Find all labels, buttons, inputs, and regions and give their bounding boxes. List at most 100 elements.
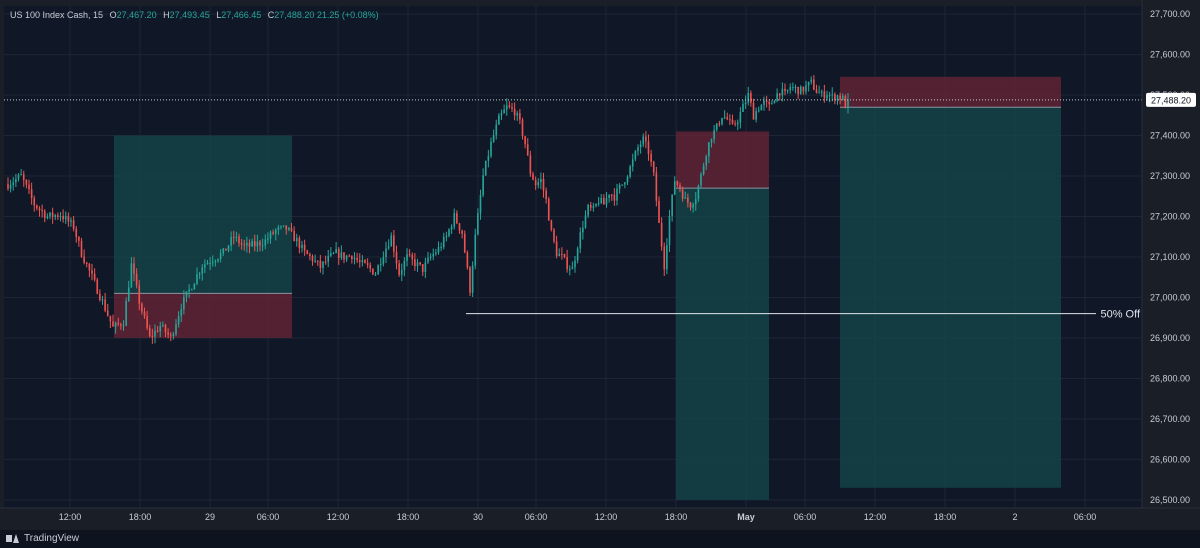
- price-tick-label: 27,200.00: [1150, 212, 1190, 222]
- position-target-zone[interactable]: [676, 188, 769, 500]
- candle-body: [490, 141, 492, 157]
- candle-body: [109, 315, 112, 322]
- candle-body: [513, 108, 516, 116]
- candle-body: [453, 213, 456, 227]
- open-key: O: [109, 10, 117, 20]
- candle-body: [778, 93, 781, 96]
- candle-body: [54, 215, 57, 218]
- price-tick-label: 27,600.00: [1150, 50, 1190, 60]
- candle-body: [592, 206, 595, 208]
- candle-body: [88, 263, 91, 271]
- candle-body: [78, 236, 80, 241]
- candle-body: [715, 123, 718, 130]
- position-target-zone[interactable]: [840, 107, 1061, 488]
- candle-body: [508, 105, 511, 107]
- candle-body: [172, 334, 175, 336]
- time-tick-label: 18:00: [665, 512, 688, 522]
- candle-body: [316, 260, 319, 262]
- candle-body: [600, 197, 603, 204]
- candle-body: [474, 234, 477, 266]
- candle-body: [621, 184, 624, 186]
- price-tick-label: 26,900.00: [1150, 333, 1190, 343]
- candle-body: [576, 248, 579, 261]
- candle-body: [324, 261, 327, 263]
- candle-body: [419, 262, 421, 265]
- position-stop-zone[interactable]: [840, 76, 1061, 108]
- candle-body: [834, 94, 836, 101]
- candle-body: [38, 208, 41, 210]
- candle-body: [645, 136, 647, 142]
- candle-body: [369, 265, 372, 269]
- candle-body: [57, 215, 59, 217]
- candle-body: [214, 260, 217, 263]
- time-tick-label: 12:00: [327, 512, 350, 522]
- candle-body: [763, 100, 765, 105]
- candle-body: [692, 204, 694, 208]
- candle-body: [479, 195, 482, 214]
- price-axis[interactable]: [1142, 0, 1200, 548]
- symbol-name[interactable]: US 100 Index Cash, 15: [10, 10, 104, 20]
- candle-body: [768, 102, 771, 105]
- candle-body: [62, 215, 64, 220]
- candle-body: [547, 198, 550, 221]
- candle-body: [802, 86, 805, 92]
- candle-body: [634, 151, 637, 160]
- candle-body: [650, 154, 652, 162]
- candle-body: [713, 129, 715, 140]
- time-tick-label: 06:00: [257, 512, 280, 522]
- candle-body: [624, 182, 626, 185]
- candle-body: [106, 310, 109, 316]
- candle-body: [280, 226, 282, 228]
- position-stop-zone[interactable]: [114, 293, 292, 338]
- candle-body: [537, 182, 540, 186]
- candle-body: [30, 189, 33, 199]
- candle-body: [568, 269, 571, 271]
- candle-body: [498, 115, 500, 125]
- candle-body: [36, 205, 38, 209]
- candle-body: [301, 244, 303, 249]
- candle-body: [274, 229, 277, 234]
- candle-body: [813, 79, 815, 90]
- position-target-zone[interactable]: [114, 135, 292, 294]
- candle-body: [847, 99, 849, 109]
- price-tick-label: 27,400.00: [1150, 131, 1190, 141]
- candle-body: [589, 204, 592, 208]
- candle-body: [372, 268, 374, 275]
- candle-body: [550, 220, 553, 230]
- candle-body: [658, 200, 660, 223]
- candle-body: [385, 248, 387, 258]
- candle-body: [524, 136, 526, 145]
- candle-body: [387, 246, 390, 249]
- position-stop-zone[interactable]: [676, 131, 769, 189]
- candle-body: [290, 228, 293, 231]
- candle-body: [235, 236, 238, 238]
- candle-body: [393, 235, 395, 252]
- high-key: H: [163, 10, 170, 20]
- price-tick-label: 27,700.00: [1150, 9, 1190, 19]
- candle-body: [198, 273, 201, 275]
- candle-body: [521, 119, 524, 137]
- candle-body: [448, 229, 450, 236]
- candle-body: [85, 262, 88, 264]
- tradingview-brand[interactable]: TradingView: [6, 533, 79, 544]
- time-tick-label: 2: [1012, 512, 1017, 522]
- candle-body: [259, 241, 261, 246]
- candle-body: [792, 87, 794, 89]
- candle-body: [112, 321, 114, 327]
- candle-body: [579, 232, 582, 249]
- candle-body: [705, 156, 708, 166]
- candle-body: [542, 178, 545, 191]
- candle-body: [143, 311, 146, 317]
- candle-body: [582, 227, 584, 233]
- time-tick-label: 18:00: [397, 512, 420, 522]
- candle-body: [243, 244, 246, 246]
- candle-body: [340, 252, 343, 259]
- candle-body: [230, 237, 232, 246]
- candle-body: [49, 212, 51, 217]
- tradingview-logo-icon: [6, 534, 20, 543]
- time-tick-label: 30: [473, 512, 483, 522]
- candle-body: [269, 232, 272, 239]
- candle-body: [736, 122, 739, 125]
- candle-body: [141, 303, 143, 312]
